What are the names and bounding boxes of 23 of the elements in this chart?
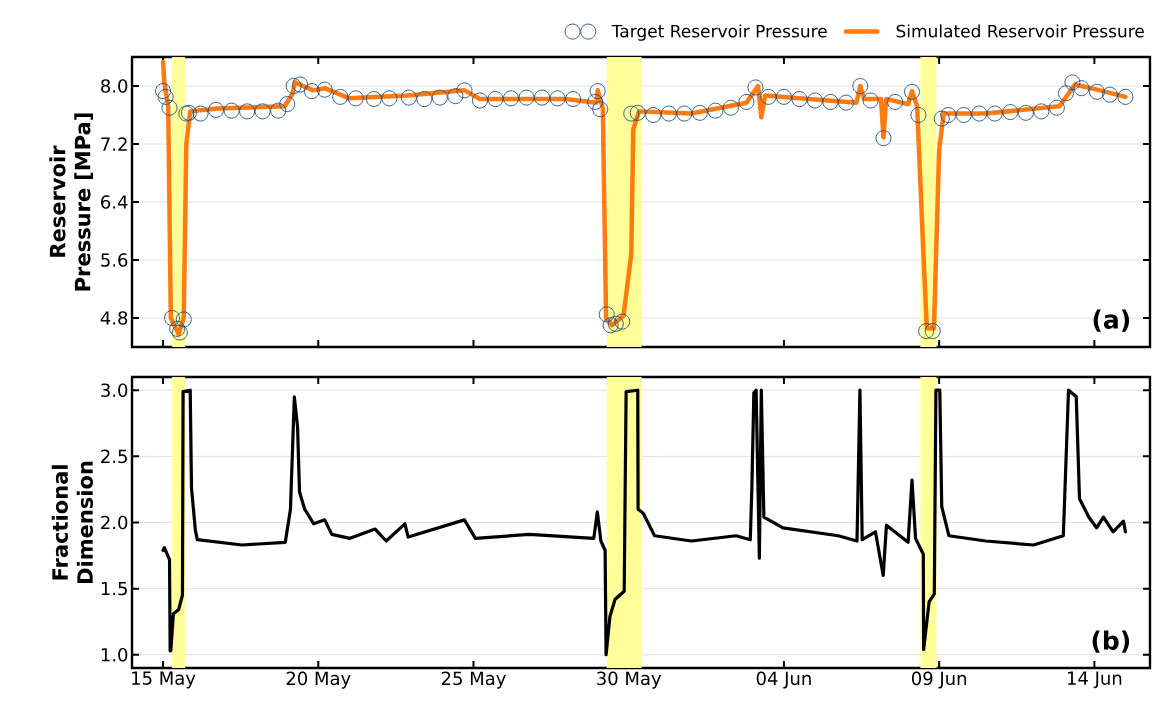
y-tick-label: 2.0 xyxy=(101,515,128,530)
y-tick-label: 4.8 xyxy=(100,311,128,325)
y-tick-label: 6.4 xyxy=(101,195,128,209)
x-tick-label: 04 Jun xyxy=(756,671,811,689)
x-tick-label: 09 Jun xyxy=(911,671,966,689)
legend-label: Simulated Reservoir Pressure xyxy=(896,24,1144,38)
y-tick-label: 2.5 xyxy=(101,449,127,464)
y-tick-label: 5.6 xyxy=(101,253,128,267)
x-tick-label: 14 Jun xyxy=(1067,671,1122,689)
legend-label: Target Reservoir Pressure xyxy=(611,24,827,41)
y-tick-label: 8.0 xyxy=(101,79,128,93)
y-axis-title: Fractional Dimension xyxy=(51,461,93,583)
annotation: (b) xyxy=(1092,630,1130,653)
y-tick-label: 3.0 xyxy=(101,383,128,398)
x-tick-label: 20 May xyxy=(286,671,351,689)
x-tick-label: 15 May xyxy=(132,671,196,689)
x-tick-label: 30 May xyxy=(597,671,662,689)
annotation: (a) xyxy=(1093,309,1130,332)
y-axis-title: Reservoir Pressure [MPa] xyxy=(49,113,93,291)
y-tick-label: 1.5 xyxy=(101,581,127,596)
y-tick-label: 7.2 xyxy=(101,137,127,151)
x-tick-label: 25 May xyxy=(441,671,506,689)
y-tick-label: 1.0 xyxy=(101,647,128,662)
